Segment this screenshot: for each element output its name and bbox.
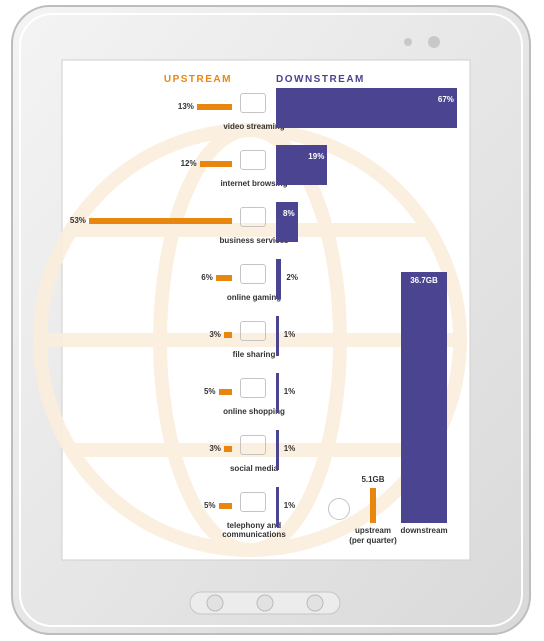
bar-upstream xyxy=(88,218,232,224)
upstream-value-label: 3% xyxy=(209,444,221,453)
downstream-value-label: 8% xyxy=(283,209,295,218)
upstream-value-label: 3% xyxy=(209,330,221,339)
bar-downstream xyxy=(276,316,279,356)
upstream-value-label: 13% xyxy=(177,102,194,111)
category-icon xyxy=(240,264,266,284)
total-note: (per quarter) xyxy=(349,536,397,545)
bar-upstream xyxy=(223,446,232,452)
bar-downstream xyxy=(276,88,457,128)
category-label: social media xyxy=(229,464,279,473)
bar-downstream xyxy=(276,373,279,413)
category-label: business services xyxy=(219,236,289,245)
category-label: internet browsing xyxy=(220,179,288,188)
bar-upstream xyxy=(223,332,232,338)
upstream-value-label: 12% xyxy=(180,159,197,168)
downstream-value-label: 1% xyxy=(283,501,296,510)
bar-downstream xyxy=(276,430,279,470)
legend-downstream: DOWNSTREAM xyxy=(276,74,365,85)
category-icon xyxy=(240,93,266,113)
category-icon xyxy=(240,435,266,455)
downstream-value-label: 1% xyxy=(283,330,296,339)
total-category-label: downstream xyxy=(400,526,448,535)
total-bar xyxy=(401,271,447,523)
category-label: video streaming xyxy=(223,122,285,131)
legend-upstream: UPSTREAM xyxy=(163,74,232,85)
total-icon xyxy=(328,498,350,520)
downstream-value-label: 1% xyxy=(283,444,296,453)
category-label: file sharing xyxy=(232,350,276,359)
upstream-value-label: 5% xyxy=(203,387,216,396)
category-icon xyxy=(240,321,266,341)
category-icon xyxy=(240,378,266,398)
total-category-label: upstream xyxy=(354,526,391,535)
category-label: online gaming xyxy=(226,293,282,302)
upstream-value-label: 5% xyxy=(203,501,216,510)
downstream-value-label: 67% xyxy=(437,95,454,104)
upstream-value-label: 53% xyxy=(69,216,86,225)
downstream-value-label: 2% xyxy=(286,273,298,282)
bar-upstream xyxy=(218,503,232,509)
category-icon xyxy=(240,207,266,227)
bar-upstream xyxy=(196,104,232,110)
category-label: online shopping xyxy=(223,407,285,416)
category-icon xyxy=(240,492,266,512)
downstream-value-label: 1% xyxy=(283,387,296,396)
bar-downstream xyxy=(276,259,282,299)
category-icon xyxy=(240,150,266,170)
bar-downstream xyxy=(276,145,328,185)
bar-downstream xyxy=(276,487,279,527)
category-label: telephony and communications xyxy=(222,521,286,539)
total-value-label: 36.7GB xyxy=(410,275,438,285)
downstream-value-label: 19% xyxy=(308,152,325,161)
total-bar xyxy=(370,488,376,523)
bar-upstream xyxy=(199,161,232,167)
bar-downstream xyxy=(276,202,298,242)
bar-upstream xyxy=(218,389,232,395)
total-value-label: 5.1GB xyxy=(361,475,385,485)
upstream-value-label: 6% xyxy=(201,273,213,282)
bar-upstream xyxy=(215,275,232,281)
